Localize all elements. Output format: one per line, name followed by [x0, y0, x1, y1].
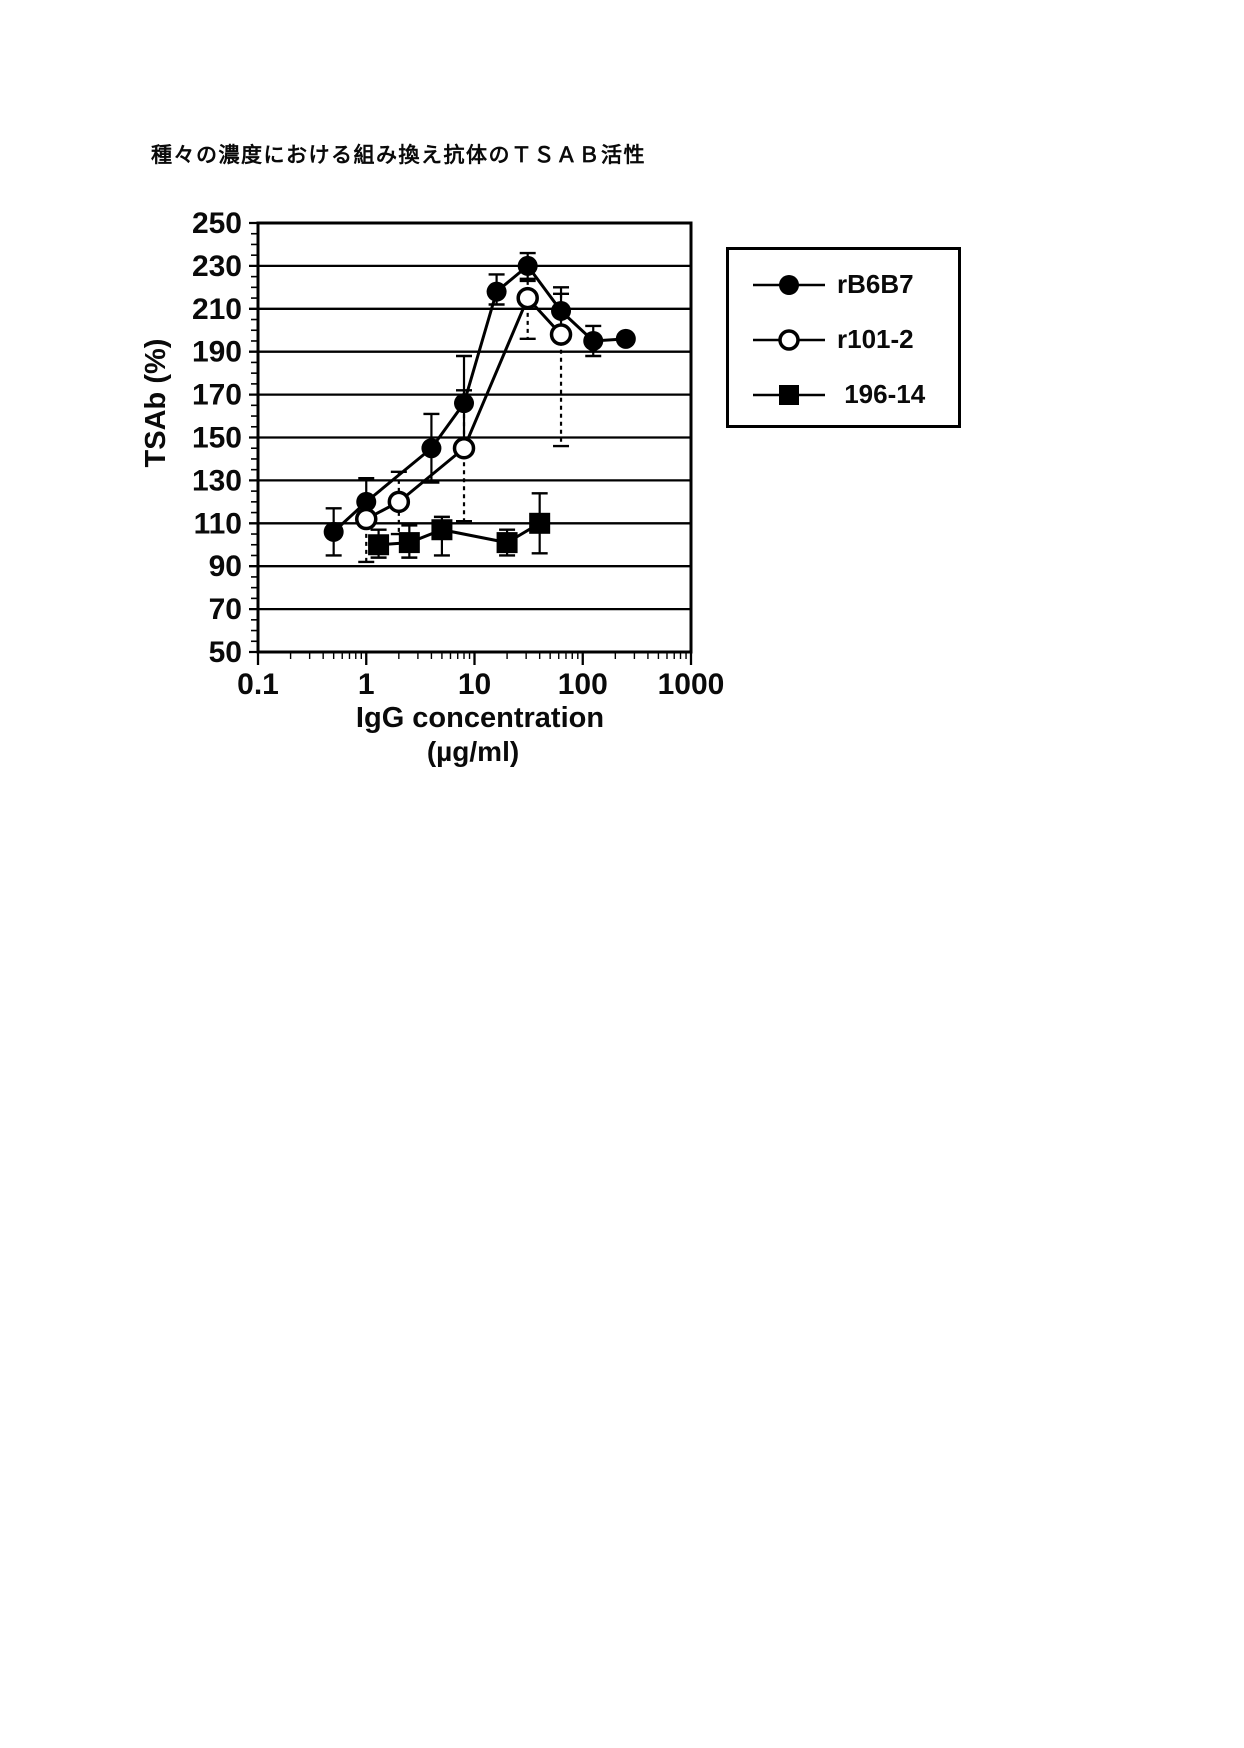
filled-circle-marker-icon: [486, 281, 507, 302]
y-tick-label: 190: [192, 336, 242, 369]
legend-label: 196-14: [837, 379, 926, 409]
y-tick-label: 230: [192, 250, 242, 283]
filled-square-marker-icon: [431, 519, 453, 541]
y-tick-label: 210: [192, 293, 242, 326]
filled-square-marker-icon: [529, 512, 551, 534]
filled-circle-marker-icon: [421, 438, 442, 459]
figure-title: 種々の濃度における組み換え抗体のＴＳＡＢ活性: [151, 144, 646, 167]
x-tick-label: 1000: [658, 668, 725, 701]
x-ticks: [256, 652, 693, 665]
y-axis-title: TSAb (%): [140, 339, 172, 468]
x-axis-title: IgG concentration: [356, 702, 604, 734]
open-circle-marker-icon: [452, 436, 476, 460]
open-circle-marker-icon: [549, 323, 573, 346]
x-axis-unit: (µg/ml): [427, 736, 519, 767]
x-tick-label: 10: [458, 668, 491, 701]
y-tick-label: 130: [192, 464, 242, 497]
y-tick-label: 70: [209, 593, 242, 626]
y-tick-label: 250: [192, 207, 242, 240]
filled-square-marker-icon: [368, 534, 390, 556]
series-r101-2: [355, 279, 573, 564]
legend-item-rB6B7: rB6B7: [729, 257, 958, 312]
filled-circle-marker-icon: [753, 274, 825, 295]
y-tick-label: 90: [209, 550, 242, 583]
filled-circle-marker-icon: [454, 393, 475, 414]
series-196-14: [368, 492, 551, 559]
x-tick-label: 1: [358, 668, 375, 701]
open-circle-marker-icon: [516, 286, 539, 310]
legend-item-r101-2: r101-2: [729, 312, 958, 367]
open-circle-marker-icon: [387, 490, 411, 514]
series-rB6B7: [323, 251, 636, 557]
filled-circle-marker-icon: [583, 330, 604, 351]
y-tick-label: 50: [209, 636, 242, 669]
filled-circle-marker-icon: [517, 255, 538, 276]
legend-label: rB6B7: [837, 269, 914, 299]
legend-label: r101-2: [837, 324, 914, 354]
x-tick-label: 0.1: [237, 668, 279, 701]
filled-circle-marker-icon: [615, 328, 636, 349]
y-tick-label: 150: [192, 422, 242, 455]
chart-legend: rB6B7 r101-2 196-14: [726, 247, 961, 428]
x-tick-label: 100: [558, 668, 608, 701]
legend-item-196-14: 196-14: [729, 367, 958, 422]
y-tick-label: 110: [194, 507, 242, 540]
x-tick-labels: 0.1 1 10 100 1000: [237, 668, 724, 701]
open-circle-marker-icon: [355, 507, 378, 531]
filled-square-marker-icon: [496, 532, 518, 554]
y-tick-label: 170: [192, 379, 242, 412]
y-tick-labels: 250 230 210 190 170 150 130 110 90 70 50: [192, 207, 242, 669]
filled-circle-marker-icon: [323, 521, 344, 542]
filled-square-marker-icon: [398, 532, 420, 554]
filled-square-marker-icon: [753, 384, 825, 405]
open-circle-marker-icon: [753, 328, 825, 351]
series-line: [332, 263, 626, 533]
